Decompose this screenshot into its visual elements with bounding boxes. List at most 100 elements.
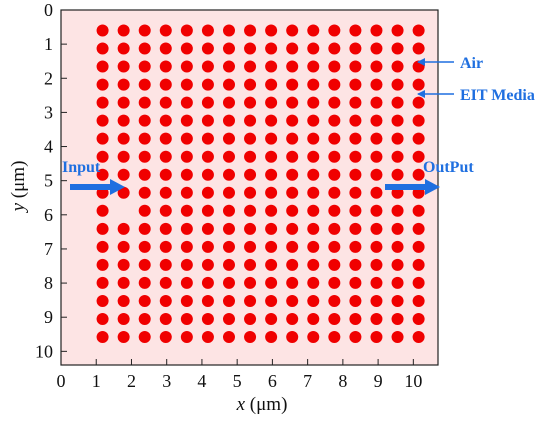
- y-tick-label: 6: [44, 205, 53, 225]
- dielectric-rod: [244, 186, 257, 199]
- dielectric-rod: [307, 150, 320, 163]
- dielectric-rod: [412, 132, 425, 145]
- dielectric-rod: [138, 312, 151, 325]
- dielectric-rod: [96, 114, 109, 127]
- dielectric-rod: [286, 222, 299, 235]
- air-label: Air: [460, 55, 483, 72]
- dielectric-rod: [96, 42, 109, 55]
- input-arrow: [70, 179, 125, 195]
- dielectric-rod: [222, 258, 235, 271]
- dielectric-rod: [307, 114, 320, 127]
- dielectric-rod: [307, 24, 320, 37]
- dielectric-rod: [180, 60, 193, 73]
- dielectric-rod: [328, 150, 341, 163]
- dielectric-rod: [328, 240, 341, 253]
- dielectric-rod: [370, 240, 383, 253]
- dielectric-rod: [138, 258, 151, 271]
- dielectric-rod: [138, 60, 151, 73]
- dielectric-rod-lattice: [96, 24, 425, 344]
- dielectric-rod: [307, 78, 320, 91]
- dielectric-rod: [138, 150, 151, 163]
- dielectric-rod: [222, 240, 235, 253]
- dielectric-rod: [391, 204, 404, 217]
- dielectric-rod: [117, 60, 130, 73]
- dielectric-rod: [96, 331, 109, 344]
- dielectric-rod: [96, 276, 109, 289]
- dielectric-rod: [391, 96, 404, 109]
- input-annotation: Input: [62, 159, 125, 195]
- dielectric-rod: [391, 114, 404, 127]
- dielectric-rod: [412, 168, 425, 181]
- dielectric-rod: [349, 60, 362, 73]
- dielectric-rod: [391, 222, 404, 235]
- dielectric-rod: [286, 186, 299, 199]
- dielectric-rod: [265, 258, 278, 271]
- dielectric-rod: [265, 24, 278, 37]
- dielectric-rod: [286, 204, 299, 217]
- dielectric-rod: [222, 96, 235, 109]
- dielectric-rod: [201, 222, 214, 235]
- dielectric-rod: [265, 331, 278, 344]
- dielectric-rod: [180, 186, 193, 199]
- dielectric-rod: [328, 24, 341, 37]
- dielectric-rod: [159, 114, 172, 127]
- x-axis-label-unit: (μm): [245, 394, 287, 415]
- dielectric-rod: [370, 150, 383, 163]
- dielectric-rod: [201, 294, 214, 307]
- dielectric-rod: [222, 222, 235, 235]
- dielectric-rod: [244, 204, 257, 217]
- x-tick-label: 5: [233, 371, 242, 391]
- dielectric-rod: [349, 294, 362, 307]
- dielectric-rod: [349, 114, 362, 127]
- dielectric-rod: [412, 114, 425, 127]
- dielectric-rod: [159, 294, 172, 307]
- dielectric-rod: [286, 258, 299, 271]
- dielectric-rod: [328, 42, 341, 55]
- dielectric-rod: [180, 42, 193, 55]
- dielectric-rod: [349, 186, 362, 199]
- dielectric-rod: [117, 96, 130, 109]
- dielectric-rod: [286, 114, 299, 127]
- dielectric-rod: [370, 294, 383, 307]
- dielectric-rod: [412, 312, 425, 325]
- dielectric-rod: [138, 276, 151, 289]
- dielectric-rod: [328, 132, 341, 145]
- dielectric-rod: [307, 258, 320, 271]
- dielectric-rod: [138, 78, 151, 91]
- dielectric-rod: [159, 276, 172, 289]
- dielectric-rod: [391, 276, 404, 289]
- dielectric-rod: [307, 96, 320, 109]
- dielectric-rod: [117, 331, 130, 344]
- x-tick-label: 3: [162, 371, 171, 391]
- dielectric-rod: [180, 204, 193, 217]
- dielectric-rod: [222, 294, 235, 307]
- dielectric-rod: [370, 114, 383, 127]
- x-tick-label: 1: [92, 371, 101, 391]
- dielectric-rod: [244, 114, 257, 127]
- dielectric-rod: [222, 150, 235, 163]
- dielectric-rod: [180, 331, 193, 344]
- x-axis-label: x (μm): [236, 394, 288, 415]
- dielectric-rod: [349, 132, 362, 145]
- dielectric-rod: [222, 42, 235, 55]
- dielectric-rod: [412, 42, 425, 55]
- dielectric-rod: [222, 331, 235, 344]
- dielectric-rod: [307, 204, 320, 217]
- y-tick-label: 8: [44, 273, 53, 293]
- dielectric-rod: [201, 132, 214, 145]
- dielectric-rod: [244, 132, 257, 145]
- dielectric-rod: [412, 258, 425, 271]
- dielectric-rod: [117, 132, 130, 145]
- dielectric-rod: [117, 150, 130, 163]
- dielectric-rod: [370, 132, 383, 145]
- y-tick-label: 9: [44, 307, 53, 327]
- dielectric-rod: [201, 168, 214, 181]
- dielectric-rod: [244, 331, 257, 344]
- y-tick-label: 5: [44, 171, 53, 191]
- dielectric-rod: [286, 150, 299, 163]
- dielectric-rod: [370, 331, 383, 344]
- x-tick-label: 9: [374, 371, 383, 391]
- output-arrow: [385, 179, 440, 195]
- dielectric-rod: [96, 312, 109, 325]
- dielectric-rod: [328, 258, 341, 271]
